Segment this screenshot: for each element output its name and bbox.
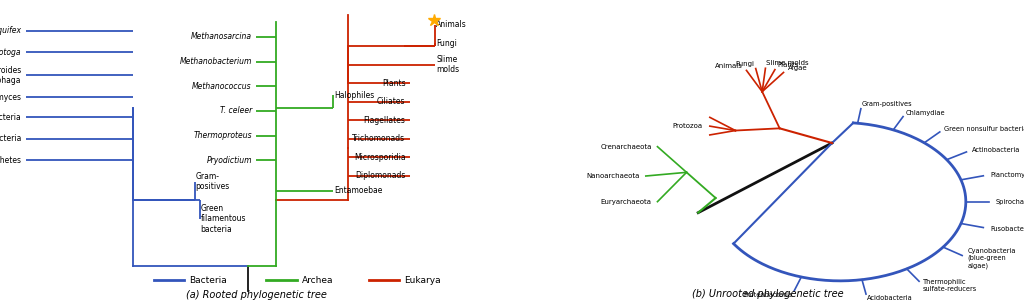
Text: Euryarchaeota: Euryarchaeota [601, 199, 651, 205]
Text: Gram-
positives: Gram- positives [196, 172, 229, 191]
Text: Gram-positives: Gram-positives [862, 101, 912, 107]
Text: Slime molds: Slime molds [766, 60, 809, 66]
Text: Cyanobacteria: Cyanobacteria [0, 112, 22, 122]
Text: Cyanobacteria
(blue-green
algae): Cyanobacteria (blue-green algae) [968, 248, 1017, 269]
Text: Planctomyces: Planctomyces [0, 92, 22, 102]
Text: Archea: Archea [302, 276, 334, 285]
Text: Bacteroides
cytophaga: Bacteroides cytophaga [0, 66, 22, 85]
Text: Thermophilic
sulfate-reducers: Thermophilic sulfate-reducers [923, 278, 977, 291]
Text: Pryodictium: Pryodictium [207, 156, 252, 165]
Text: Flagellates: Flagellates [364, 116, 406, 125]
Text: Algae: Algae [788, 65, 808, 71]
Text: Methanococcus: Methanococcus [193, 82, 252, 91]
Text: Green
filamentous
bacteria: Green filamentous bacteria [201, 204, 246, 233]
Text: Nanoarchaeota: Nanoarchaeota [587, 173, 640, 179]
Text: Crenarchaeota: Crenarchaeota [600, 144, 651, 150]
Text: Animals: Animals [436, 20, 467, 29]
Text: Bacteria: Bacteria [189, 276, 227, 285]
Text: Actinobacteria: Actinobacteria [973, 147, 1021, 152]
Text: Fusobacteria: Fusobacteria [990, 226, 1024, 232]
Text: Trichomonads: Trichomonads [352, 134, 406, 143]
Text: Fungi: Fungi [436, 38, 457, 48]
Text: Slime
molds: Slime molds [436, 55, 460, 74]
Text: Green nonsulfur bacteria: Green nonsulfur bacteria [944, 126, 1024, 132]
Text: Chlamydiae: Chlamydiae [906, 110, 946, 116]
Text: Thermotoga: Thermotoga [0, 48, 22, 57]
Text: T. celeer: T. celeer [220, 106, 252, 116]
Text: Spirochaetes: Spirochaetes [996, 199, 1024, 205]
Text: Methanobacterium: Methanobacterium [179, 57, 252, 66]
Text: Eukarya: Eukarya [404, 276, 441, 285]
Text: Animals: Animals [715, 63, 743, 69]
Text: (a) Rooted phylogenetic tree: (a) Rooted phylogenetic tree [185, 290, 327, 300]
Text: Thermoproteus: Thermoproteus [194, 131, 252, 140]
Text: Entamoebae: Entamoebae [334, 186, 382, 196]
Text: Proteobacteria: Proteobacteria [743, 292, 792, 298]
Text: Proteobacteria: Proteobacteria [0, 134, 22, 143]
Text: Methanosarcina: Methanosarcina [190, 32, 252, 42]
Text: Halophiles: Halophiles [334, 91, 374, 100]
Text: Acidobacteria: Acidobacteria [867, 295, 913, 302]
Text: Ciliates: Ciliates [377, 97, 406, 106]
Text: Microsporidia: Microsporidia [354, 152, 406, 162]
Text: Fungi: Fungi [735, 60, 755, 67]
Text: Spirochetes: Spirochetes [0, 156, 22, 165]
Text: Aquifex: Aquifex [0, 26, 22, 35]
Text: Planctomycetes: Planctomycetes [990, 172, 1024, 178]
Text: (b) Unrooted phylogenetic tree: (b) Unrooted phylogenetic tree [692, 289, 844, 299]
Text: Plants: Plants [382, 79, 406, 88]
Text: Protozoa: Protozoa [673, 123, 702, 129]
Text: Plants: Plants [777, 62, 799, 68]
Text: Diplomonads: Diplomonads [355, 171, 406, 180]
